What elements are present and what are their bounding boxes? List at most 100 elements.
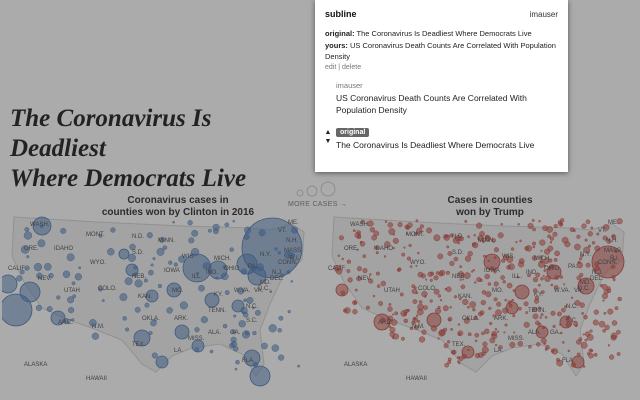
county-bubble [32,216,52,236]
county-bubble [598,320,606,328]
county-bubble [347,277,353,283]
county-bubble [368,278,374,284]
county-bubble [555,357,560,362]
county-bubble [537,283,541,287]
county-bubble [343,308,348,313]
county-bubble [450,350,456,355]
county-bubble [476,222,483,229]
county-bubble [467,250,473,257]
county-bubble [538,219,541,223]
state-label: IOWA [164,268,180,274]
state-label: DEL. [590,276,604,282]
county-bubble [516,275,520,279]
county-bubble [346,259,351,264]
county-bubble [459,265,463,269]
county-bubble [204,292,220,308]
county-bubble [91,332,100,340]
edit-link[interactable]: edit [325,64,337,71]
county-bubble [388,228,396,235]
county-bubble [577,260,581,264]
state-label: VA. [574,288,584,294]
county-bubble [576,275,582,281]
county-bubble [549,236,555,241]
county-bubble [134,306,141,313]
county-bubble [458,297,462,301]
county-bubble [46,306,53,312]
downvote-icon[interactable]: ▼ [324,138,332,145]
county-bubble [457,360,460,363]
county-bubble [463,272,471,279]
county-bubble [151,352,158,359]
delete-link[interactable]: delete [342,64,362,71]
county-bubble [389,327,396,333]
county-bubble [162,245,168,251]
county-bubble [375,271,380,276]
county-bubble [354,288,358,292]
county-bubble [514,284,530,300]
county-bubble [493,281,499,287]
county-bubble [540,290,545,295]
state-label: GA. [230,330,241,336]
county-bubble [560,218,565,223]
county-bubble [148,330,153,335]
county-bubble [552,324,556,328]
county-bubble [493,247,499,253]
county-bubble [519,239,522,243]
county-bubble [390,319,398,326]
subline-author[interactable]: imauser [336,81,363,90]
county-bubble [146,232,153,239]
county-bubble [154,319,157,322]
county-bubble [233,314,237,318]
county-bubble [125,263,139,277]
county-bubble [559,275,564,279]
state-label: ME. [288,220,299,226]
county-bubble [500,275,505,280]
county-bubble [419,224,424,229]
county-bubble [534,295,540,301]
state-label: TEX. [132,342,146,348]
county-bubble [26,255,30,259]
county-bubble [337,254,340,257]
county-bubble [616,352,621,356]
upvote-icon[interactable]: ▲ [324,129,332,136]
county-bubble [487,282,492,286]
county-bubble [437,253,444,260]
state-label: WYO. [90,260,106,266]
county-bubble [406,256,411,261]
state-label: VT. [598,228,607,234]
username[interactable]: imauser [529,10,558,19]
state-label: S.C. [566,318,578,324]
county-bubble [531,241,536,246]
county-bubble [172,220,175,224]
county-bubble [247,266,267,286]
county-bubble [606,238,612,244]
county-bubble [191,339,205,353]
county-bubble [178,255,186,263]
county-bubble [399,292,404,297]
county-bubble [433,288,440,295]
county-bubble [449,233,454,238]
county-bubble [411,284,416,289]
county-bubble [545,345,550,350]
county-bubble [2,293,33,327]
county-bubble [166,307,173,314]
county-bubble [362,268,368,274]
state-label: ALA. [208,330,221,336]
county-bubble [133,329,151,347]
county-bubble [249,365,271,387]
county-bubble [546,226,553,233]
state-label: WASH. [30,222,50,228]
county-bubble [373,230,380,237]
county-bubble [435,271,440,275]
state-label: S.D. [452,250,464,256]
county-bubble [497,330,500,333]
county-bubble [472,269,475,272]
original-headline-row: original: The Coronavirus Is Deadliest W… [325,28,557,39]
state-label: NEV. [358,276,372,282]
county-bubble [246,297,254,304]
county-bubble [616,329,621,335]
county-bubble [517,340,524,347]
state-label: D.C. [578,286,590,292]
county-bubble [439,269,446,276]
county-bubble [335,283,349,297]
